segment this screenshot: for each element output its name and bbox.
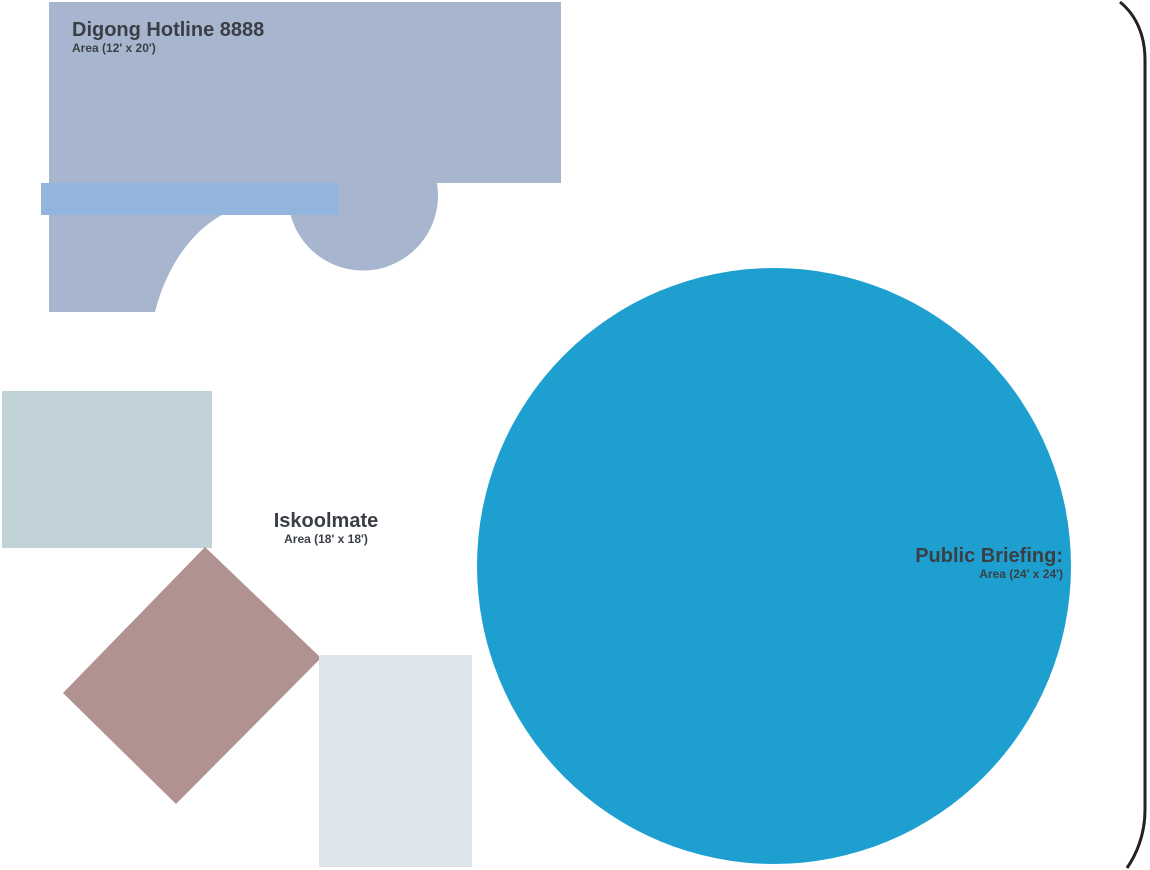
iskoolmate-label: Iskoolmate Area (18' x 18') bbox=[256, 511, 396, 546]
public-briefing-title: Public Briefing: bbox=[915, 545, 1063, 567]
right-frame-line bbox=[1119, 0, 1147, 869]
digong-hotline-label: Digong Hotline 8888 Area (12' x 20') bbox=[72, 20, 264, 55]
public-briefing-area: Area (24' x 24') bbox=[979, 567, 1063, 581]
iskoolmate-top-panel bbox=[2, 391, 212, 548]
digong-hotline-area: Area (12' x 20') bbox=[72, 41, 156, 55]
iskoolmate-bottom-panel bbox=[319, 655, 472, 867]
public-briefing-label: Public Briefing: Area (24' x 24') bbox=[860, 546, 1063, 581]
public-briefing-circle bbox=[477, 268, 1071, 864]
iskoolmate-area: Area (18' x 18') bbox=[284, 532, 368, 546]
iskoolmate-diamond-panel bbox=[63, 547, 321, 804]
digong-hotline-title: Digong Hotline 8888 bbox=[72, 19, 265, 41]
digong-counter-bar bbox=[41, 183, 338, 215]
digong-booth-shape bbox=[49, 2, 561, 312]
iskoolmate-title: Iskoolmate bbox=[273, 510, 379, 532]
